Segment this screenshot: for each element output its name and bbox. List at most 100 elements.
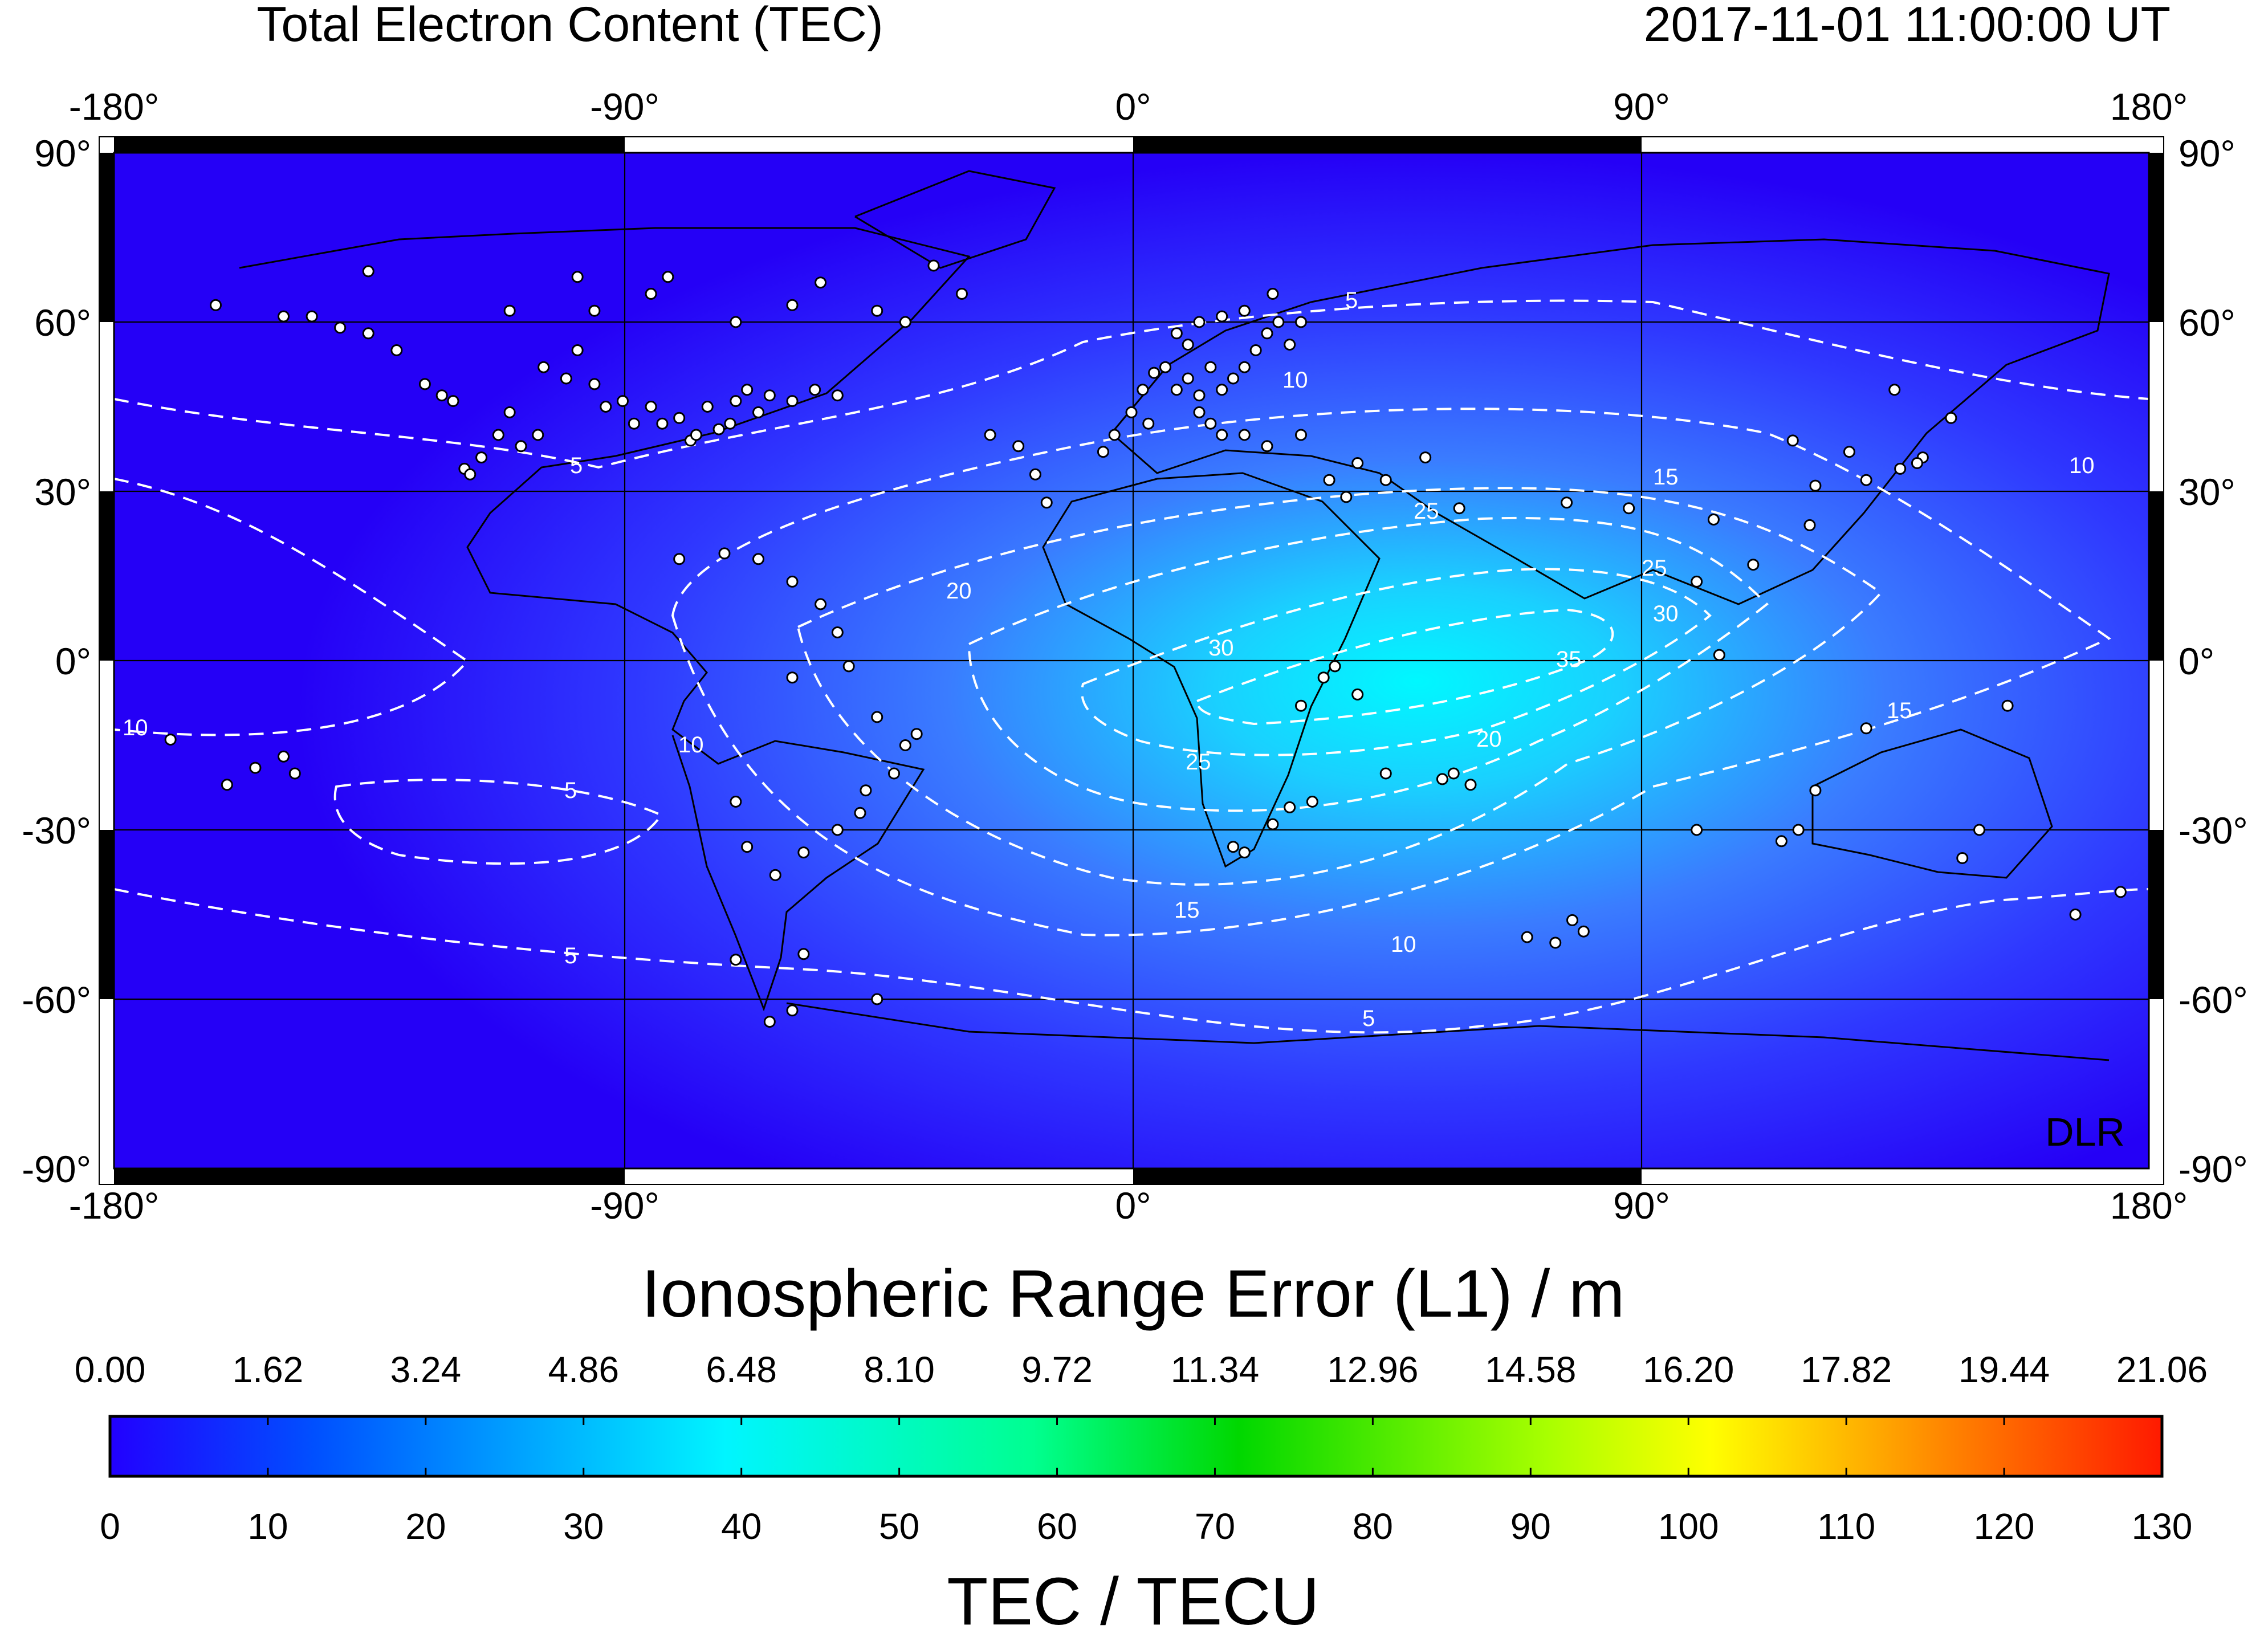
station-marker (815, 276, 827, 289)
station-marker (1170, 384, 1183, 396)
chart-title: Total Electron Content (TEC) (256, 0, 883, 52)
range-error-tick-label: 14.58 (1485, 1349, 1576, 1390)
station-marker (1956, 852, 1969, 864)
station-marker (786, 575, 799, 588)
contour-label: 30 (1653, 601, 1679, 626)
station-marker (447, 395, 459, 408)
station-marker (1261, 440, 1273, 453)
range-error-tick-label: 0.00 (75, 1349, 146, 1390)
station-marker (1193, 316, 1206, 328)
lon-tick-label: 90° (1613, 1184, 1670, 1227)
lon-tick-label: 0° (1115, 1184, 1151, 1227)
station-marker (927, 259, 940, 272)
contour-value-labels: 5 5 5 5 5 10 10 10 10 10 15 15 15 20 20 … (123, 288, 2095, 1031)
station-marker (763, 1016, 776, 1028)
station-marker (1272, 316, 1285, 328)
tecu-tick-label: 120 (1974, 1506, 2035, 1547)
station-marker (1379, 474, 1392, 486)
contour-label: 5 (570, 453, 583, 478)
station-marker (763, 389, 776, 402)
station-marker (571, 344, 584, 356)
tecu-tick-label: 10 (247, 1506, 288, 1547)
contour-label: 15 (1887, 698, 1912, 723)
station-marker (730, 316, 742, 328)
station-marker (1464, 779, 1477, 791)
lon-tick-label: -90° (590, 85, 659, 128)
lat-tick-label: -90° (2179, 1148, 2248, 1190)
contour-label: 5 (1362, 1006, 1375, 1031)
station-marker (1182, 372, 1194, 385)
station-marker (2114, 886, 2127, 898)
range-error-tick-label: 9.72 (1021, 1349, 1093, 1390)
station-marker (888, 767, 900, 780)
station-marker (1170, 327, 1183, 340)
station-marker (730, 395, 742, 408)
station-marker (1182, 339, 1194, 351)
range-error-tick-label: 3.24 (390, 1349, 462, 1390)
lat-tick-label: 60° (2179, 302, 2236, 344)
station-marker (1419, 451, 1432, 464)
station-marker (1691, 824, 1703, 836)
station-marker (809, 384, 821, 396)
tecu-tick-label: 30 (563, 1506, 604, 1547)
station-marker (673, 553, 686, 565)
station-marker (1436, 773, 1448, 785)
station-marker (1193, 389, 1206, 402)
colorbar (108, 1415, 2164, 1478)
station-marker (786, 671, 799, 684)
station-marker (306, 310, 318, 323)
station-marker (1707, 514, 1720, 526)
station-marker (278, 310, 290, 323)
station-marker (701, 401, 714, 413)
station-marker (2001, 699, 2014, 712)
station-marker (164, 734, 177, 746)
station-marker (1340, 491, 1353, 503)
station-marker (860, 784, 872, 797)
contour-label: 30 (1208, 636, 1234, 661)
station-marker (532, 429, 544, 441)
tecu-tick-label: 130 (2132, 1506, 2193, 1547)
station-marker (503, 304, 516, 317)
station-marker (1566, 914, 1578, 926)
station-marker (435, 389, 448, 402)
station-marker (1549, 936, 1562, 949)
station-marker (1561, 496, 1573, 509)
coastlines (239, 170, 2110, 1061)
lat-tick-label: -90° (22, 1148, 91, 1190)
contour-label: 5 (564, 778, 577, 803)
timestamp-label: 2017-11-01 11:00:00 UT (1644, 0, 2171, 52)
station-marker (899, 739, 911, 751)
station-marker (769, 869, 781, 881)
contour-label: 20 (946, 579, 972, 604)
lat-tick-label: 0° (55, 640, 91, 682)
tecu-tick-label: 110 (1817, 1506, 1875, 1547)
station-marker (662, 271, 674, 283)
station-marker (1108, 429, 1121, 441)
station-marker (1323, 474, 1335, 486)
range-error-tick-label: 8.10 (864, 1349, 935, 1390)
station-marker (278, 750, 290, 763)
range-error-tick-label: 19.44 (1958, 1349, 2050, 1390)
tecu-tick-label: 70 (1195, 1506, 1235, 1547)
station-marker (1447, 767, 1460, 780)
tecu-tick-label: 60 (1037, 1506, 1077, 1547)
station-marker (1453, 502, 1465, 515)
tecu-tick-label: 40 (721, 1506, 762, 1547)
station-marker (1261, 327, 1273, 340)
station-marker (600, 401, 612, 413)
tec-map: 5 5 5 5 5 10 10 10 10 10 15 15 15 20 20 … (99, 136, 2164, 1185)
station-marker (362, 265, 374, 278)
station-marker (1204, 417, 1217, 430)
contour-label: 25 (1414, 499, 1439, 524)
lat-tick-label: 30° (34, 471, 91, 513)
station-marker (418, 378, 431, 390)
station-marker (1351, 688, 1364, 701)
station-marker (1012, 440, 1025, 453)
station-marker (1306, 796, 1318, 808)
station-marker (815, 598, 827, 610)
range-error-tick-label: 16.20 (1643, 1349, 1734, 1390)
contour-label: 10 (123, 715, 148, 740)
station-marker (1894, 462, 1907, 475)
contour-label: 25 (1642, 556, 1667, 581)
tecu-tick-label: 80 (1353, 1506, 1393, 1547)
